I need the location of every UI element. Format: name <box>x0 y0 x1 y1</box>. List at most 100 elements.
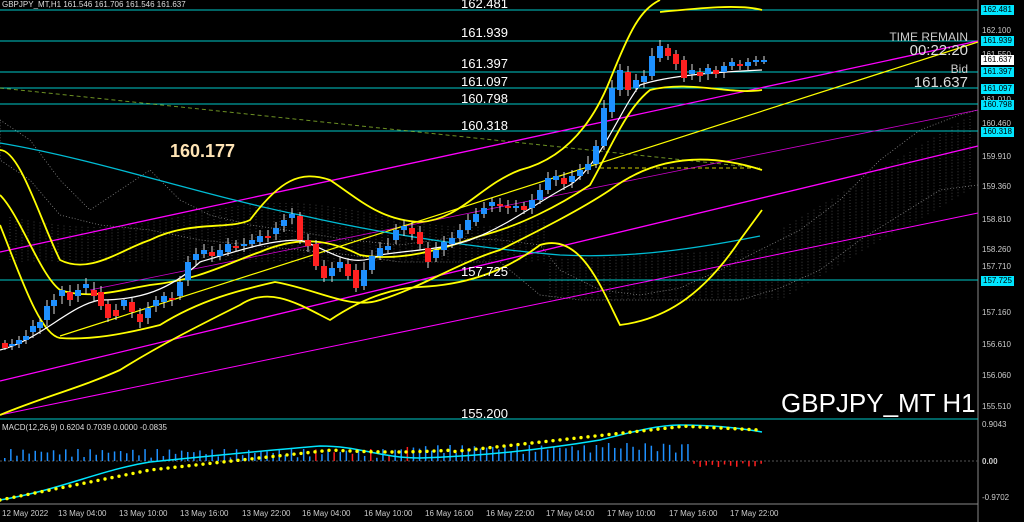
candle-up <box>51 300 57 306</box>
macd-bar-positive <box>620 448 622 461</box>
signal-dot <box>138 470 142 474</box>
signal-dot <box>530 441 534 445</box>
signal-dot <box>698 425 702 429</box>
macd-bar-positive <box>107 452 110 461</box>
signal-dot <box>453 449 457 454</box>
signal-dot <box>369 450 373 454</box>
time-tick: 17 May 04:00 <box>546 509 595 518</box>
macd-header: MACD(12,26,9) 0.6204 0.7039 0.0000 -0.08… <box>2 423 168 432</box>
signal-dot <box>187 464 191 468</box>
candle-up <box>481 208 487 214</box>
macd-bar-positive <box>516 445 518 461</box>
macd-bar-positive <box>675 452 677 461</box>
level-label-162481: 162.481 <box>461 0 508 11</box>
time-tick: 17 May 10:00 <box>607 509 656 518</box>
macd-bar-positive <box>290 449 293 461</box>
candle-up <box>281 220 287 226</box>
macd-bar-negative <box>693 461 695 464</box>
candle-up <box>329 268 335 276</box>
candle-down <box>113 310 119 316</box>
price-tick: 157.160 <box>982 308 1011 317</box>
candle-down <box>737 64 743 66</box>
macd-bar-positive <box>58 454 61 461</box>
candle-up <box>545 178 551 190</box>
candle-up <box>553 176 559 180</box>
signal-dot <box>131 471 135 476</box>
signal-dot <box>404 450 408 454</box>
candle-up <box>83 284 89 288</box>
candle-up <box>657 46 663 58</box>
time-tick: 13 May 04:00 <box>58 509 107 518</box>
candle-up <box>729 62 735 66</box>
candle-down <box>233 246 239 248</box>
macd-bar-positive <box>528 445 531 461</box>
signal-dot <box>306 450 310 455</box>
signal-dot <box>754 428 758 432</box>
signal-dot <box>523 442 527 446</box>
signal-dot <box>488 445 492 450</box>
price-tick: 155.510 <box>982 402 1011 411</box>
candle-down <box>345 264 351 276</box>
candle-down <box>91 290 97 296</box>
horizontal-levels <box>0 9 978 420</box>
candle-up <box>569 176 575 182</box>
candle-up <box>537 190 543 200</box>
price-box: 161.637 <box>981 55 1014 65</box>
candle-down <box>313 244 319 266</box>
signal-dot <box>257 456 261 460</box>
signal-dot <box>54 487 58 491</box>
signal-dot <box>726 426 730 431</box>
signal-dot <box>551 438 555 443</box>
macd-bar-positive <box>632 446 634 461</box>
level-label-155200: 155.200 <box>461 406 508 421</box>
macd-bar-negative <box>742 461 744 464</box>
level-label-161939: 161.939 <box>461 25 508 40</box>
macd-bar-positive <box>180 450 183 461</box>
time-remain-value: 00:22:20 <box>909 42 968 59</box>
time-tick: 16 May 16:00 <box>425 509 474 518</box>
time-tick: 12 May 2022 <box>2 509 49 518</box>
signal-dot <box>432 449 436 453</box>
macd-bar-positive <box>4 458 6 461</box>
signal-dot <box>250 457 254 461</box>
signal-dot <box>411 450 415 454</box>
signal-dot <box>0 498 2 502</box>
macd-bar-positive <box>199 450 201 461</box>
signal-dot <box>341 448 345 453</box>
macd-bar-positive <box>662 443 665 461</box>
macd-bar-negative <box>705 461 707 466</box>
level-label-161097: 161.097 <box>461 74 508 89</box>
macd-bar-positive <box>376 457 378 461</box>
macd-tick: 0.9043 <box>982 420 1007 429</box>
candle-up <box>337 262 343 268</box>
macd-bar-positive <box>687 444 689 461</box>
macd-bar-positive <box>71 456 73 461</box>
price-tick: 159.360 <box>982 182 1011 191</box>
signal-dot <box>229 459 233 463</box>
signal-dot <box>677 425 681 429</box>
macd-bar-positive <box>431 450 433 461</box>
candle-down <box>2 343 8 348</box>
macd-bar-positive <box>260 451 262 461</box>
signal-dot <box>243 457 247 462</box>
macd-bar-positive <box>553 446 555 461</box>
signal-dot <box>313 450 317 454</box>
signal-dot <box>712 426 716 430</box>
price-tick: 156.610 <box>982 340 1011 349</box>
signal-dot <box>628 430 632 434</box>
symbol-title: GBPJPY_MT H1 <box>781 388 976 418</box>
macd-bar-positive <box>10 449 12 461</box>
signal-dot <box>173 465 177 469</box>
macd-bar-positive <box>217 456 219 461</box>
signal-dot <box>82 481 86 485</box>
price-tick: 161.010 <box>982 95 1011 104</box>
macd-bar-positive <box>309 456 311 461</box>
signal-dot <box>362 449 366 454</box>
time-tick: 16 May 10:00 <box>364 509 413 518</box>
signal-dot <box>474 447 478 451</box>
candle-up <box>577 170 583 176</box>
time-tick: 16 May 04:00 <box>302 509 351 518</box>
signal-dot <box>705 425 709 430</box>
macd-bar-positive <box>22 449 24 461</box>
